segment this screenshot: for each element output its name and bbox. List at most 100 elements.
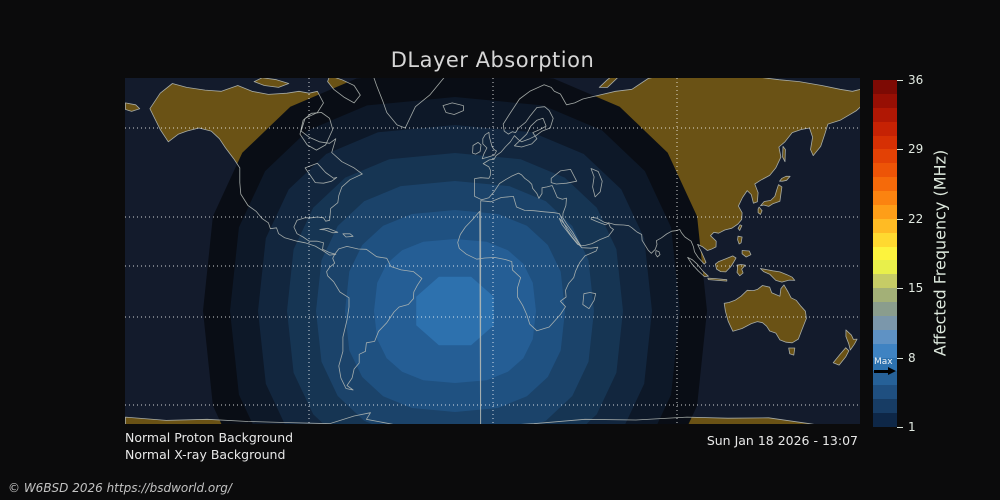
landmass xyxy=(788,348,795,356)
coastline xyxy=(319,227,339,234)
landmass xyxy=(779,176,791,182)
colorbar-max-marker: Max xyxy=(873,357,897,375)
max-label: Max xyxy=(874,357,893,367)
colorbar-segment xyxy=(873,302,897,316)
tick-mark xyxy=(897,149,903,151)
colorbar-segment xyxy=(873,218,897,233)
coastline xyxy=(558,217,582,246)
landmass xyxy=(845,329,858,350)
coastline xyxy=(723,284,807,344)
max-arrow-icon xyxy=(873,367,897,375)
coastline xyxy=(327,78,361,104)
colorbar-segment xyxy=(873,343,897,358)
copyright-notice: © W6BSD 2026 https://bsdworld.org/ xyxy=(8,481,232,495)
landmass xyxy=(125,102,140,112)
coastline xyxy=(550,169,578,185)
page-title: DLayer Absorption xyxy=(390,48,595,72)
coastline xyxy=(779,175,791,182)
proton-status: Normal Proton Background xyxy=(125,430,294,445)
colorbar-segment xyxy=(873,413,897,427)
landmass xyxy=(254,78,289,88)
tick-mark xyxy=(897,357,903,359)
colorbar-segment xyxy=(873,177,897,191)
coastline xyxy=(741,250,752,258)
colorbar-segment xyxy=(873,329,897,344)
coastline xyxy=(590,168,603,198)
colorbar-segment xyxy=(873,204,897,219)
landmass xyxy=(724,284,807,343)
coastline xyxy=(253,78,290,88)
coastline xyxy=(481,131,497,160)
landmass xyxy=(833,347,849,366)
coastline xyxy=(472,142,482,155)
colorbar xyxy=(873,80,897,427)
colorbar-segment xyxy=(873,315,897,330)
coastline xyxy=(736,264,746,277)
coastline xyxy=(457,196,599,424)
coastline xyxy=(737,235,743,245)
colorbar-segment xyxy=(873,246,897,261)
landmass xyxy=(715,255,736,272)
colorbar-ticks: 36 29 22 15 8 1 xyxy=(897,73,957,434)
landmass xyxy=(599,78,618,88)
coastline xyxy=(832,347,850,366)
colorbar-segment xyxy=(873,135,897,150)
colorbar-segment xyxy=(873,274,897,289)
colorbar-segment xyxy=(873,80,897,94)
xray-status: Normal X-ray Background xyxy=(125,447,286,462)
colorbar-segment xyxy=(873,163,897,178)
status-block: Normal Proton Background Normal X-ray Ba… xyxy=(125,429,293,463)
coastline xyxy=(299,112,334,151)
colorbar-segment xyxy=(873,260,897,275)
world-map-canvas xyxy=(125,78,860,424)
coastline xyxy=(759,268,796,283)
tick-label: 36 xyxy=(908,73,924,87)
coastline xyxy=(442,102,464,115)
world-map xyxy=(125,78,860,424)
tick-mark xyxy=(897,218,903,220)
coastline xyxy=(760,184,783,207)
coastline xyxy=(514,117,547,148)
coastline xyxy=(326,246,423,391)
coastline xyxy=(125,102,141,112)
tick-label: 8 xyxy=(908,350,916,365)
colorbar-segment xyxy=(873,121,897,136)
tick-label: 1 xyxy=(908,420,916,434)
tick-mark xyxy=(897,288,903,290)
coastline xyxy=(757,206,763,215)
colorbar-axis-label: Affected Frequency (MHz) xyxy=(930,149,950,357)
colorbar-segment xyxy=(873,385,897,400)
tick-label: 15 xyxy=(908,281,924,296)
map-timestamp: Sun Jan 18 2026 - 13:07 xyxy=(706,433,858,448)
coastline xyxy=(782,146,786,163)
colorbar-segment xyxy=(873,232,897,247)
landmass xyxy=(760,268,795,283)
colorbar-segment xyxy=(873,288,897,302)
coastline xyxy=(687,257,709,277)
tick-mark xyxy=(897,427,903,428)
tick-label: 29 xyxy=(908,142,924,157)
coastline xyxy=(598,78,618,88)
tick-mark xyxy=(897,80,903,81)
coastline xyxy=(342,233,354,238)
coastline xyxy=(125,412,815,424)
colorbar-segment xyxy=(873,399,897,413)
colorbar-segment xyxy=(873,149,897,164)
coastline xyxy=(788,347,796,356)
coastline xyxy=(845,329,858,351)
colorbar-segment xyxy=(873,107,897,122)
landmass xyxy=(760,184,782,207)
coastline xyxy=(474,78,860,265)
coastline xyxy=(737,224,743,231)
coastline xyxy=(707,277,728,282)
tick-label: 22 xyxy=(908,211,924,226)
absorption-contour-level-7 xyxy=(416,276,494,346)
coastline xyxy=(590,216,609,226)
coastline xyxy=(582,292,597,310)
coastline xyxy=(304,162,338,184)
coastline xyxy=(373,78,445,129)
colorbar-segment xyxy=(873,93,897,108)
coastline xyxy=(149,83,363,256)
coastline xyxy=(715,255,737,273)
